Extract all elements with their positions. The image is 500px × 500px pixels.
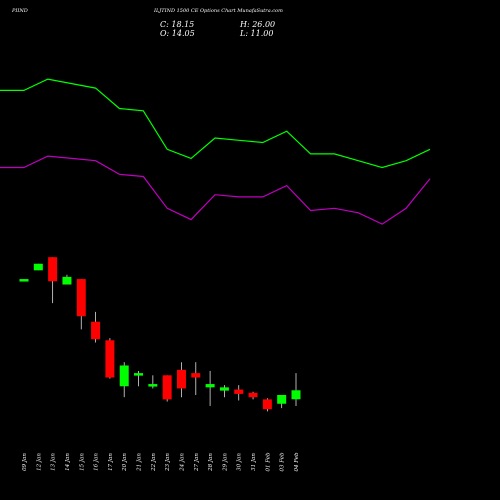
candle-body [291,390,301,400]
candle-body [62,276,72,285]
x-tick-label: 30 Jan [237,453,243,471]
candle-body [262,399,272,410]
candle-body [234,389,244,394]
x-tick-label: 24 Jan [179,453,185,472]
x-tick-label: 22 Jan [151,453,157,472]
candle-body [205,384,215,388]
x-tick-label: 31 Jan [251,453,257,471]
lower-line [0,155,431,225]
x-tick-label: 04 Feb [294,452,300,472]
candle-body [248,392,258,398]
candle-body [219,387,229,391]
x-tick-label: 28 Jan [208,453,214,472]
x-tick-label: 20 Jan [122,453,128,472]
x-tick-label: 21 Jan [137,453,143,472]
candle-body [191,373,201,378]
high-value: H: 26.00 [240,20,276,29]
x-tick-label: 12 Jan [36,453,42,471]
candle-body [119,365,129,387]
candle-body [134,373,144,376]
chart-subtitle: ILJTIND 1500 CE Options Chart MunafaSutr… [154,8,283,14]
x-tick-label: 13 Jan [51,453,57,471]
x-tick-label: 03 Feb [280,452,286,472]
candle-body [91,321,101,340]
symbol-label: PIIND [12,8,28,14]
x-tick-label: 14 Jan [65,453,71,471]
x-tick-label: 01 Feb [265,452,271,472]
candle-body [33,263,43,271]
candle-body [176,369,186,389]
candle-body [148,384,158,387]
low-value: L: 11.00 [240,29,274,38]
candle-body [105,340,115,378]
open-value: O: 14.05 [160,29,195,38]
candle-body [19,279,29,282]
x-tick-label: 27 Jan [194,453,200,472]
x-tick-label: 16 Jan [94,453,100,471]
x-tick-label: 09 Jan [22,453,28,471]
candle-body [277,395,287,404]
x-tick-label: 23 Jan [165,453,171,472]
close-value: C: 18.15 [160,20,195,29]
candle-body [76,279,86,317]
candle-body [48,257,58,282]
x-tick-label: 17 Jan [108,453,114,471]
upper-line [0,78,431,169]
x-tick-label: 15 Jan [79,453,85,471]
candle-body [162,375,172,400]
x-tick-label: 29 Jan [222,453,228,472]
